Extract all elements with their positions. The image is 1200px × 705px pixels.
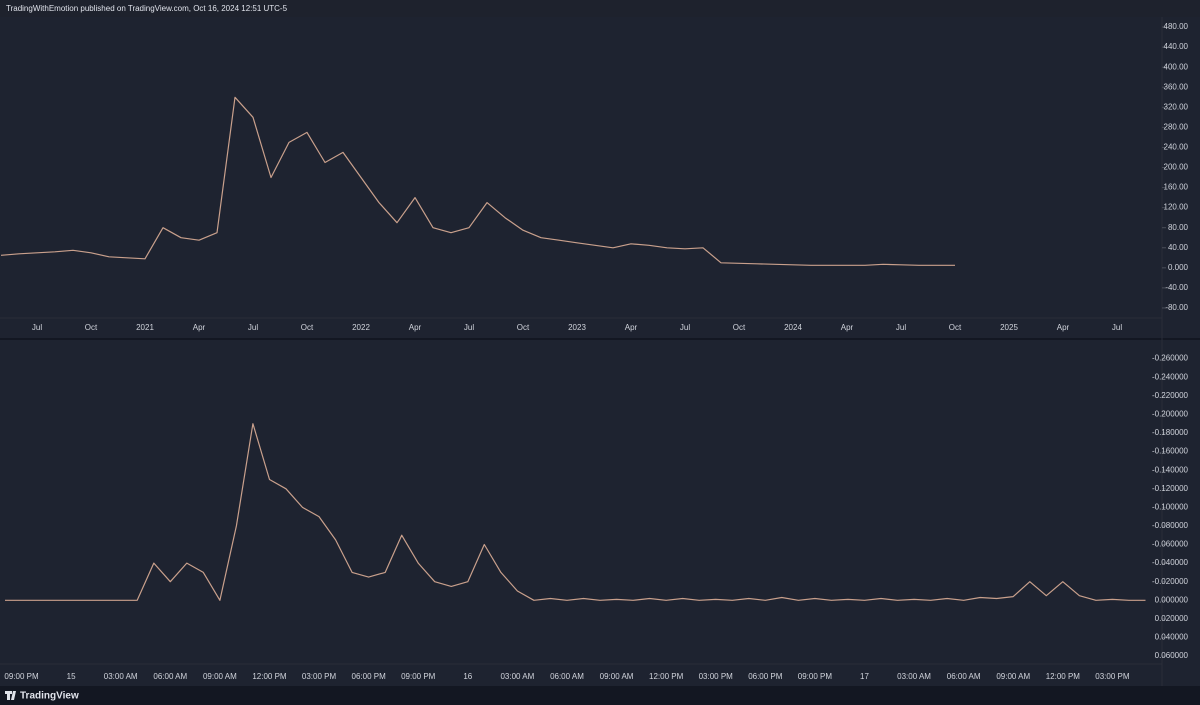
header-bar xyxy=(0,0,1200,17)
x-tick-label: 09:00 PM xyxy=(798,672,833,681)
y-tick-label: -80.00 xyxy=(1165,303,1188,312)
x-tick-label: 12:00 PM xyxy=(649,672,684,681)
x-tick-label: Apr xyxy=(193,323,206,332)
y-tick-label: 200.00 xyxy=(1164,163,1189,172)
x-tick-label: 2023 xyxy=(568,323,586,332)
x-tick-label: 06:00 AM xyxy=(550,672,584,681)
pane-bottom xyxy=(0,340,1200,686)
x-tick-label: Jul xyxy=(464,323,474,332)
x-tick-label: Apr xyxy=(1057,323,1070,332)
y-tick-label: 240.00 xyxy=(1164,143,1189,152)
x-tick-label: Jul xyxy=(32,323,42,332)
x-tick-label: Jul xyxy=(248,323,258,332)
y-tick-label: -0.140000 xyxy=(1152,465,1189,474)
x-tick-label: 06:00 AM xyxy=(153,672,187,681)
x-tick-label: 16 xyxy=(463,672,472,681)
x-tick-label: 12:00 PM xyxy=(252,672,287,681)
x-tick-label: 06:00 PM xyxy=(748,672,783,681)
x-tick-label: 2024 xyxy=(784,323,802,332)
x-tick-label: Oct xyxy=(949,323,962,332)
x-tick-label: 2025 xyxy=(1000,323,1018,332)
y-tick-label: 80.00 xyxy=(1168,223,1189,232)
y-tick-label: 0.040000 xyxy=(1155,633,1189,642)
x-tick-label: 03:00 PM xyxy=(699,672,734,681)
x-tick-label: 2022 xyxy=(352,323,370,332)
x-tick-label: 09:00 AM xyxy=(996,672,1030,681)
y-tick-label: -0.160000 xyxy=(1152,447,1189,456)
y-tick-label: 360.00 xyxy=(1164,82,1189,91)
x-tick-label: 03:00 AM xyxy=(104,672,138,681)
x-tick-label: 09:00 AM xyxy=(600,672,634,681)
y-tick-label: -0.120000 xyxy=(1152,484,1189,493)
x-tick-label: 03:00 AM xyxy=(500,672,534,681)
x-tick-label: 06:00 AM xyxy=(947,672,981,681)
y-tick-label: 480.00 xyxy=(1164,22,1189,31)
y-tick-label: 0.060000 xyxy=(1155,651,1189,660)
price-line xyxy=(0,96,955,266)
y-tick-label: -0.180000 xyxy=(1152,428,1189,437)
x-tick-label: 03:00 PM xyxy=(1095,672,1130,681)
y-tick-label: -0.260000 xyxy=(1152,354,1189,363)
x-tick-label: 09:00 PM xyxy=(4,672,39,681)
pane-top xyxy=(0,17,1200,338)
x-tick-label: 17 xyxy=(860,672,869,681)
x-tick-label: 03:00 AM xyxy=(897,672,931,681)
y-tick-label: 320.00 xyxy=(1164,102,1189,111)
y-tick-label: 120.00 xyxy=(1164,203,1189,212)
price-line xyxy=(5,423,1146,601)
y-tick-label: 280.00 xyxy=(1164,122,1189,131)
logo xyxy=(5,691,16,700)
y-tick-label: -0.240000 xyxy=(1152,372,1189,381)
y-tick-label: 440.00 xyxy=(1164,42,1189,51)
y-tick-label: -0.020000 xyxy=(1152,577,1189,586)
y-tick-label: 0.000 xyxy=(1168,263,1189,272)
x-tick-label: Oct xyxy=(733,323,746,332)
y-tick-label: -0.200000 xyxy=(1152,409,1189,418)
y-tick-label: -0.080000 xyxy=(1152,521,1189,530)
footer-brand: TradingView xyxy=(20,691,79,702)
header-text: TradingWithEmotion published on TradingV… xyxy=(6,4,288,13)
y-tick-label: -0.220000 xyxy=(1152,391,1189,400)
x-tick-label: 03:00 PM xyxy=(302,672,337,681)
x-tick-label: Jul xyxy=(1112,323,1122,332)
x-tick-label: Jul xyxy=(896,323,906,332)
y-tick-label: -0.060000 xyxy=(1152,540,1189,549)
x-tick-label: Apr xyxy=(409,323,422,332)
y-tick-label: 0.000000 xyxy=(1155,595,1189,604)
y-tick-label: -0.040000 xyxy=(1152,558,1189,567)
y-tick-label: 40.00 xyxy=(1168,243,1189,252)
y-tick-label: 400.00 xyxy=(1164,62,1189,71)
x-tick-label: Jul xyxy=(680,323,690,332)
x-tick-label: Oct xyxy=(301,323,314,332)
x-tick-label: 09:00 AM xyxy=(203,672,237,681)
y-tick-label: 0.020000 xyxy=(1155,614,1189,623)
x-tick-label: Oct xyxy=(517,323,530,332)
x-tick-label: 2021 xyxy=(136,323,154,332)
y-tick-label: -40.00 xyxy=(1165,283,1188,292)
y-tick-label: -0.100000 xyxy=(1152,502,1189,511)
y-tick-label: 160.00 xyxy=(1164,183,1189,192)
x-tick-label: Apr xyxy=(625,323,638,332)
x-tick-label: Apr xyxy=(841,323,854,332)
x-tick-label: 15 xyxy=(67,672,76,681)
x-tick-label: 12:00 PM xyxy=(1046,672,1081,681)
x-tick-label: 06:00 PM xyxy=(352,672,387,681)
x-tick-label: Oct xyxy=(85,323,98,332)
x-tick-label: 09:00 PM xyxy=(401,672,436,681)
